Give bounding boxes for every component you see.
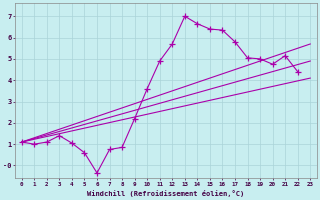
X-axis label: Windchill (Refroidissement éolien,°C): Windchill (Refroidissement éolien,°C) bbox=[87, 190, 244, 197]
